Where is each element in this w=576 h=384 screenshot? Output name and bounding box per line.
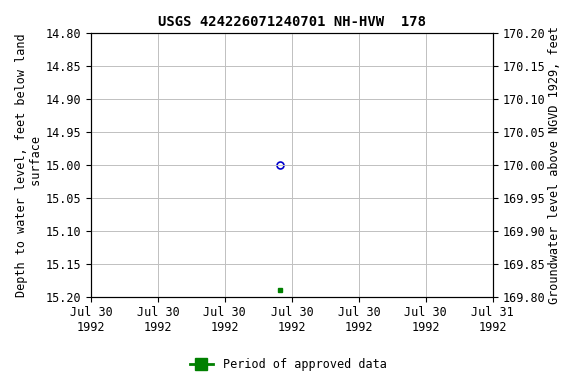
Legend: Period of approved data: Period of approved data <box>185 354 391 376</box>
Title: USGS 424226071240701 NH-HVW  178: USGS 424226071240701 NH-HVW 178 <box>158 15 426 29</box>
Y-axis label: Groundwater level above NGVD 1929, feet: Groundwater level above NGVD 1929, feet <box>548 26 561 304</box>
Y-axis label: Depth to water level, feet below land
 surface: Depth to water level, feet below land su… <box>15 33 43 297</box>
